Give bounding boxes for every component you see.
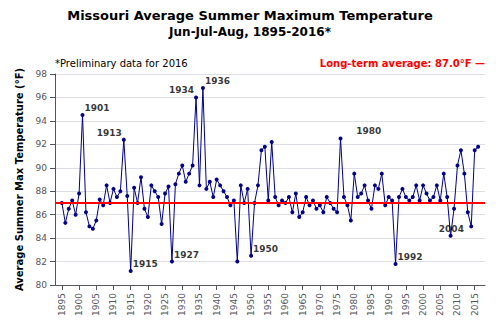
svg-text:1975: 1975 (332, 293, 342, 316)
svg-text:92: 92 (36, 139, 47, 149)
svg-text:Jun-Jul-Aug, 1895-2016*: Jun-Jul-Aug, 1895-2016* (168, 25, 332, 39)
svg-text:1936: 1936 (205, 76, 230, 86)
svg-text:1920: 1920 (143, 293, 153, 316)
svg-text:1915: 1915 (126, 293, 136, 316)
svg-text:2015: 2015 (470, 293, 480, 316)
svg-text:2010: 2010 (452, 293, 462, 316)
svg-text:1995: 1995 (401, 293, 411, 316)
svg-text:86: 86 (36, 210, 48, 220)
svg-text:2000: 2000 (418, 293, 428, 316)
svg-text:82: 82 (36, 257, 47, 267)
svg-text:1965: 1965 (298, 293, 308, 316)
svg-text:2005: 2005 (435, 293, 445, 316)
svg-text:1934: 1934 (169, 85, 194, 95)
svg-text:1985: 1985 (366, 293, 376, 316)
svg-text:1955: 1955 (263, 293, 273, 316)
svg-text:1980: 1980 (356, 126, 381, 136)
svg-text:98: 98 (36, 69, 48, 79)
svg-text:88: 88 (36, 186, 48, 196)
svg-text:1913: 1913 (97, 128, 122, 138)
svg-text:*Preliminary data for 2016: *Preliminary data for 2016 (55, 58, 188, 69)
svg-text:2004: 2004 (439, 224, 464, 234)
svg-text:1992: 1992 (398, 252, 423, 262)
svg-text:80: 80 (36, 280, 48, 290)
svg-text:1900: 1900 (74, 293, 84, 316)
svg-text:1945: 1945 (229, 293, 239, 316)
svg-text:84: 84 (36, 233, 48, 243)
svg-text:96: 96 (36, 92, 48, 102)
svg-text:Missouri Average Summer Maximu: Missouri Average Summer Maximum Temperat… (67, 8, 433, 23)
svg-text:1915: 1915 (133, 259, 158, 269)
svg-text:1980: 1980 (349, 293, 359, 316)
svg-text:94: 94 (36, 116, 48, 126)
svg-text:1990: 1990 (384, 293, 394, 316)
svg-text:1970: 1970 (315, 293, 325, 316)
svg-text:1901: 1901 (85, 103, 110, 113)
svg-text:1960: 1960 (280, 293, 290, 316)
svg-text:1930: 1930 (177, 293, 187, 316)
svg-text:1927: 1927 (174, 250, 199, 260)
svg-text:90: 90 (36, 163, 48, 173)
svg-text:1895: 1895 (57, 293, 67, 316)
svg-text:Long-term average: 87.0°F —: Long-term average: 87.0°F — (320, 58, 485, 69)
svg-text:1925: 1925 (160, 293, 170, 316)
svg-text:1910: 1910 (108, 293, 118, 316)
svg-text:1940: 1940 (212, 293, 222, 316)
svg-text:1905: 1905 (91, 293, 101, 316)
svg-text:Average Summer Max Temperature: Average Summer Max Temperature (°F) (14, 68, 25, 291)
svg-text:1950: 1950 (253, 244, 278, 254)
svg-text:1935: 1935 (194, 293, 204, 316)
svg-text:1950: 1950 (246, 293, 256, 316)
